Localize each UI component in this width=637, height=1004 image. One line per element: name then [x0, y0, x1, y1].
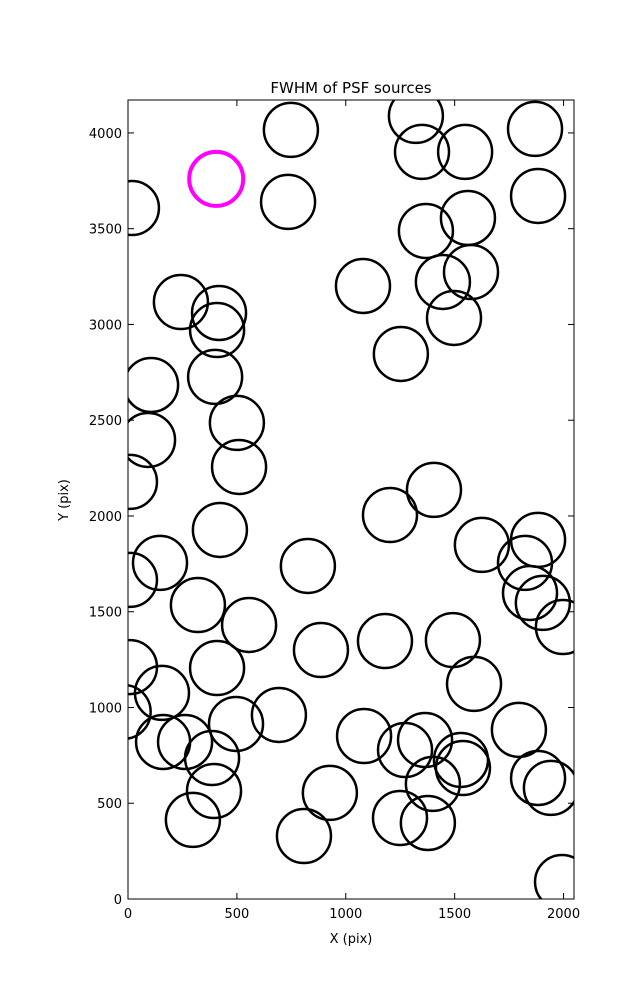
- source-circle: [185, 762, 243, 820]
- source-circle: [128, 179, 161, 237]
- source-circle: [183, 729, 241, 787]
- source-circle: [262, 101, 320, 159]
- source-circle: [445, 655, 503, 713]
- source-circle: [442, 243, 500, 301]
- source-circle: [372, 325, 430, 383]
- y-tick-label: 0: [114, 893, 122, 908]
- source-circle: [397, 202, 455, 260]
- source-circle: [509, 167, 567, 225]
- source-circle: [434, 739, 492, 797]
- source-circle: [128, 683, 152, 740]
- source-circle: [506, 100, 564, 158]
- source-circle: [501, 564, 559, 622]
- source-circle: [405, 461, 463, 519]
- y-tick-label: 500: [97, 797, 122, 812]
- source-circle: [187, 149, 246, 208]
- source-circle: [128, 453, 159, 511]
- source-circle: [208, 394, 266, 452]
- source-circle: [275, 807, 333, 865]
- source-circle: [361, 486, 419, 544]
- y-tick-label: 3000: [89, 318, 122, 333]
- source-circle: [534, 598, 574, 656]
- source-circle: [279, 537, 337, 595]
- source-circle: [156, 713, 214, 771]
- source-circle: [356, 612, 414, 670]
- source-circle: [169, 576, 227, 634]
- source-circle: [396, 711, 454, 769]
- source-circle: [164, 791, 222, 849]
- source-circle: [190, 284, 248, 342]
- x-tick-label: 0: [124, 907, 132, 922]
- source-circle: [191, 501, 249, 559]
- source-circle: [496, 534, 554, 592]
- source-circle: [250, 686, 308, 744]
- source-circle: [453, 516, 511, 574]
- source-circle: [335, 707, 393, 765]
- y-tick-label: 1000: [89, 701, 122, 716]
- source-circle: [436, 123, 494, 181]
- source-circle: [301, 764, 359, 822]
- source-circle: [399, 794, 457, 852]
- source-circle: [152, 273, 210, 331]
- source-circle: [207, 695, 265, 753]
- source-circle: [387, 100, 445, 145]
- y-tick-label: 3500: [89, 223, 122, 238]
- source-circle: [404, 755, 462, 813]
- source-circle: [133, 664, 191, 722]
- source-circle: [371, 789, 429, 847]
- y-tick-label: 2000: [89, 510, 122, 525]
- source-circle: [509, 749, 567, 807]
- source-circle: [220, 596, 278, 654]
- source-circle: [292, 621, 350, 679]
- source-circle: [490, 701, 548, 759]
- source-circle: [210, 438, 268, 496]
- source-circle: [259, 173, 317, 231]
- chart-title: FWHM of PSF sources: [270, 79, 431, 97]
- source-circle: [425, 289, 483, 347]
- source-circle: [522, 759, 574, 817]
- source-circle: [414, 253, 472, 311]
- axes-frame: [127, 99, 575, 900]
- source-circle: [128, 411, 177, 469]
- source-circle: [128, 551, 159, 609]
- x-axis-label: X (pix): [330, 932, 373, 947]
- y-axis-label: Y (pix): [57, 479, 72, 522]
- source-circle: [188, 301, 246, 359]
- y-tick-label: 1500: [89, 606, 122, 621]
- plot-area: [128, 100, 574, 899]
- source-circle: [393, 123, 451, 181]
- x-tick-label: 2000: [547, 907, 580, 922]
- source-circle: [186, 348, 244, 406]
- source-circle: [514, 574, 572, 632]
- x-tick-label: 500: [224, 907, 249, 922]
- x-tick-label: 1000: [329, 907, 362, 922]
- x-tick-label: 1500: [438, 907, 471, 922]
- y-tick-label: 2500: [89, 414, 122, 429]
- source-circle: [131, 534, 189, 592]
- source-circle: [334, 257, 392, 315]
- source-circle: [188, 639, 246, 697]
- source-circle: [533, 853, 574, 899]
- y-tick-label: 4000: [89, 127, 122, 142]
